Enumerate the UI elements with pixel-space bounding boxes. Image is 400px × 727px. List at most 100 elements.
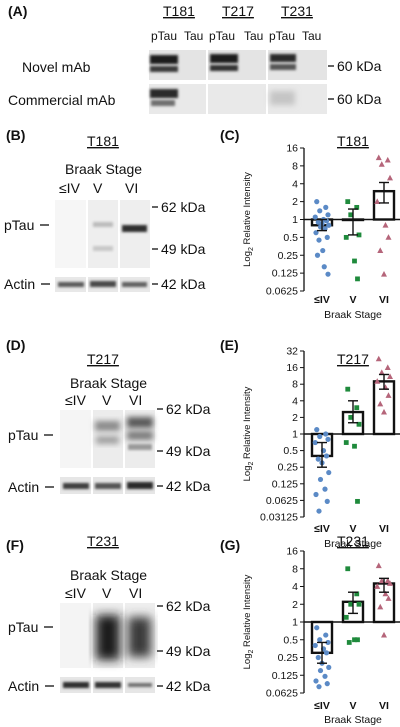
marker-d-62: 62 kDa xyxy=(166,401,211,417)
chart-g-x-tick-label: V xyxy=(349,700,356,712)
chart-g-point-vi xyxy=(377,603,384,610)
row-label-commercial: Commercial mAb xyxy=(8,92,116,108)
chart-c-point-vi xyxy=(377,247,384,253)
chart-g-point-vi xyxy=(378,577,385,584)
chart-g-y-label: Log2 Relative Intensity xyxy=(242,574,255,669)
chart-e-y-tick-label: 0.0625 xyxy=(266,495,298,507)
chart-c-point-v xyxy=(354,204,360,210)
chart-c-y-tick-label: 1 xyxy=(292,214,298,226)
blot-d-ptau xyxy=(60,410,155,468)
panel-f-letter: (F) xyxy=(6,537,24,553)
lane-label-f-1: ≤IV xyxy=(65,585,87,601)
chart-e-point-v xyxy=(355,498,360,504)
panel-d: (D) T217 Braak Stage ≤IV V VI pTau Actin xyxy=(6,337,211,495)
chart-c-point-iv xyxy=(324,234,330,240)
chart-g-point-iv xyxy=(324,681,330,687)
chart-e-y-tick-label: 0.03125 xyxy=(260,512,298,524)
chart-c-point-v xyxy=(355,276,360,282)
chart-c-y-tick-label: 2 xyxy=(292,196,298,208)
chart-e-x-tick-label: V xyxy=(349,523,356,535)
chart-g-point-vi xyxy=(385,595,392,601)
chart-e-point-iv xyxy=(317,476,324,483)
site-label-t231: T231 xyxy=(281,3,313,19)
chart-e-point-iv xyxy=(312,439,318,446)
lane-label-b-3: VI xyxy=(125,180,138,196)
chart-e-y-tick-label: 2 xyxy=(292,412,298,424)
marker-f-49: 49 kDa xyxy=(166,643,211,659)
row-label-f-ptau: pTau xyxy=(8,619,38,635)
marker-f-42: 42 kDa xyxy=(166,678,211,694)
chart-g-point-iv xyxy=(312,642,318,649)
panel-b: (B) T181 Braak Stage ≤IV V VI pTau Actin… xyxy=(4,127,206,292)
chart-g-point-v xyxy=(346,640,352,645)
row-label-novel: Novel mAb xyxy=(22,59,91,75)
chart-e-letter: (E) xyxy=(220,337,239,353)
chart-c-point-iv xyxy=(326,222,332,228)
chart-g-point-iv xyxy=(316,684,322,690)
chart-e-y-tick-label: 32 xyxy=(286,346,298,358)
chart-g-x-tick-label: VI xyxy=(379,700,389,712)
chart-c-point-iv xyxy=(325,212,331,218)
panel-b-title: T181 xyxy=(87,133,119,149)
marker-commercial: 60 kDa xyxy=(337,91,382,107)
chart-e-point-vi xyxy=(387,373,393,379)
chart-g-y-tick-label: 0.25 xyxy=(278,652,299,664)
chart-g-point-v xyxy=(354,591,360,597)
chart-c-point-iv xyxy=(317,208,323,214)
chart-c-point-v xyxy=(343,234,349,240)
chart-e-point-iv xyxy=(313,491,319,498)
lane-label-f-2: V xyxy=(102,585,112,601)
marker-b-62: 62 kDa xyxy=(161,199,206,215)
chart-c-y-tick-label: 0.5 xyxy=(283,232,298,244)
chart-e-point-vi xyxy=(385,392,392,398)
col-label-tau-1: Tau xyxy=(184,29,203,43)
chart-e-x-label: Braak Stage xyxy=(324,538,382,550)
chart-c-y-tick-label: 0.0625 xyxy=(266,286,298,298)
panel-d-letter: (D) xyxy=(6,337,25,353)
marker-novel: 60 kDa xyxy=(337,58,382,74)
chart-e-point-v xyxy=(343,440,349,445)
chart-g-point-iv xyxy=(322,673,328,679)
chart-e-point-v xyxy=(352,443,357,449)
panel-b-heading: Braak Stage xyxy=(65,161,142,177)
chart-g-point-iv xyxy=(323,650,330,656)
chart-g-point-v xyxy=(345,566,351,572)
panel-a: (A) T181 T217 T231 pTau Tau pTau Tau pTa… xyxy=(8,3,382,114)
chart-g-point-vi xyxy=(387,580,393,586)
lane-label-f-3: VI xyxy=(129,585,142,601)
chart-g-y-tick-label: 2 xyxy=(292,599,298,611)
chart-g-point-v xyxy=(348,601,354,607)
row-label-d-ptau: pTau xyxy=(8,427,38,443)
panel-f-heading: Braak Stage xyxy=(70,567,147,583)
chart-e-point-iv xyxy=(314,427,320,433)
blot-f-actin xyxy=(60,677,155,693)
chart-c-point-iv xyxy=(312,214,318,220)
blot-b-actin xyxy=(55,277,150,292)
chart-g-point-v xyxy=(352,637,357,643)
chart-c-point-v xyxy=(348,212,354,218)
chart-c-point-vi xyxy=(374,198,381,205)
chart-c-y-tick-label: 16 xyxy=(286,143,298,155)
chart-g-title: T231 xyxy=(337,533,369,549)
chart-e-point-iv xyxy=(322,486,328,492)
chart-e-point-vi xyxy=(377,400,384,407)
lane-label-b-2: V xyxy=(93,180,103,196)
lane-label-d-2: V xyxy=(102,392,112,408)
chart-c-point-vi xyxy=(381,270,387,277)
chart-e-y-tick-label: 0.125 xyxy=(272,478,298,490)
chart-c-point-vi xyxy=(387,174,393,181)
chart-g-point-iv xyxy=(317,637,323,643)
col-label-tau-3: Tau xyxy=(302,29,321,43)
novel-mab-blot xyxy=(149,50,327,80)
chart-g-point-vi xyxy=(374,583,381,589)
chart-c-point-iv xyxy=(314,199,320,205)
chart-c-point-v xyxy=(352,258,357,264)
chart-e-x-tick-label: VI xyxy=(379,523,389,535)
chart-c-point-iv xyxy=(316,237,322,243)
chart-e-point-iv xyxy=(326,469,332,476)
col-label-ptau-2: pTau xyxy=(209,29,235,43)
chart-c-y-tick-label: 4 xyxy=(292,178,298,190)
chart-c-point-iv xyxy=(321,264,327,270)
chart-e-point-vi xyxy=(374,378,381,384)
